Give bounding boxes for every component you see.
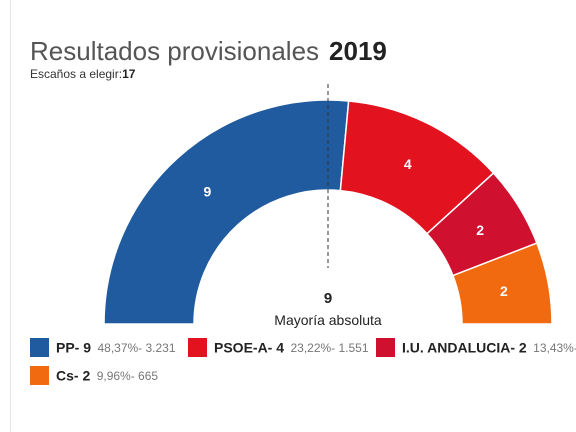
frame-border — [10, 0, 11, 432]
seat-labels: 9 4 2 2 — [204, 156, 509, 299]
legend-swatch-psoe — [188, 338, 207, 357]
page-title: Resultados provisionales 2019 — [30, 36, 387, 67]
seat-label-iu: 2 — [476, 222, 484, 238]
legend-stats-psoe: 23,22%- 1.551 — [290, 340, 369, 355]
seat-arcs — [103, 99, 553, 325]
seat-label-cs: 2 — [500, 283, 508, 299]
seat-label-pp: 9 — [204, 184, 212, 200]
legend-name-cs: Cs- 2 — [56, 367, 91, 384]
legend-stats-cs: 9,96%- 665 — [96, 368, 159, 383]
legend-swatch-pp — [30, 338, 49, 357]
seats-label: Escaños a elegir: — [30, 67, 123, 81]
legend-item-cs[interactable]: Cs- 2 9,96%- 665 — [30, 366, 158, 385]
legend-item-psoe[interactable]: PSOE-A- 4 23,22%- 1.551 — [188, 338, 369, 357]
title-text: Resultados provisionales — [30, 36, 320, 66]
legend-stats-iu: 13,43%- — [533, 340, 576, 355]
legend-swatch-cs — [30, 366, 49, 385]
seat-arc-cs[interactable] — [451, 242, 553, 325]
legend-name-psoe: PSOE-A- 4 — [214, 339, 285, 356]
seats-info: Escaños a elegir:17 — [30, 67, 135, 81]
seat-label-psoe: 4 — [404, 156, 412, 172]
legend-swatch-iu — [376, 338, 395, 357]
legend: PP- 9 48,37%- 3.231 PSOE-A- 4 23,22%- 1.… — [30, 338, 576, 398]
legend-stats-pp: 48,37%- 3.231 — [97, 340, 176, 355]
seats-total: 17 — [122, 67, 136, 81]
legend-item-iu[interactable]: I.U. ANDALUCIA- 2 13,43%- — [376, 338, 576, 357]
majority-label: Mayoría absoluta — [274, 312, 382, 328]
legend-name-pp: PP- 9 — [56, 339, 92, 356]
majority-value: 9 — [324, 290, 332, 307]
legend-item-pp[interactable]: PP- 9 48,37%- 3.231 — [30, 338, 176, 357]
legend-name-iu: I.U. ANDALUCIA- 2 — [402, 339, 527, 356]
seat-arc-pp[interactable] — [103, 99, 350, 325]
title-year: 2019 — [329, 36, 387, 66]
